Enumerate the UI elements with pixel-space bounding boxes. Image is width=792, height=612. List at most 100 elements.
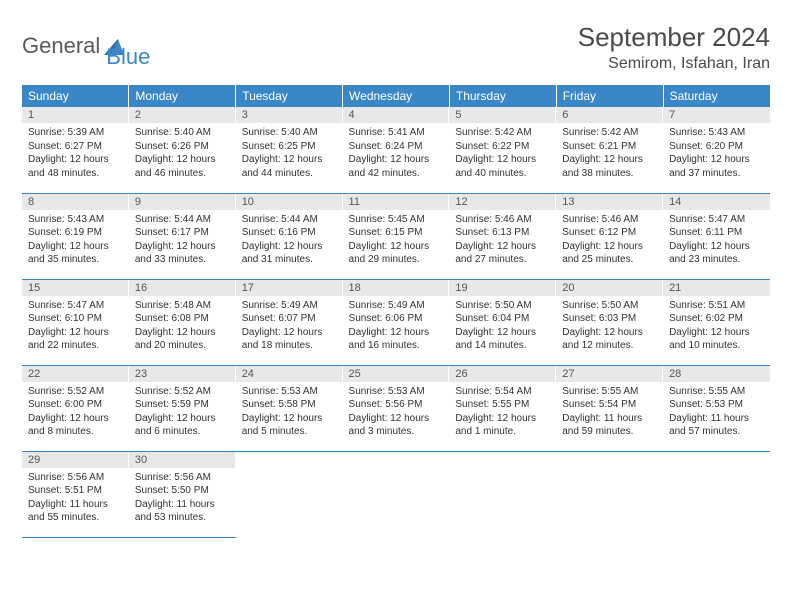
calendar-cell: 10Sunrise: 5:44 AMSunset: 6:16 PMDayligh… [236, 193, 343, 279]
month-title: September 2024 [578, 22, 770, 53]
daylight-text-1: Daylight: 12 hours [669, 153, 764, 167]
sunset-text: Sunset: 5:53 PM [669, 398, 764, 412]
sunrise-text: Sunrise: 5:50 AM [455, 299, 550, 313]
day-number: 24 [236, 366, 343, 382]
sunset-text: Sunset: 6:00 PM [28, 398, 123, 412]
sunrise-text: Sunrise: 5:43 AM [669, 126, 764, 140]
daylight-text-2: and 46 minutes. [135, 167, 230, 181]
calendar-cell: 18Sunrise: 5:49 AMSunset: 6:06 PMDayligh… [343, 279, 450, 365]
daylight-text-2: and 25 minutes. [562, 253, 657, 267]
day-number: 18 [343, 280, 450, 296]
calendar-cell: 9Sunrise: 5:44 AMSunset: 6:17 PMDaylight… [129, 193, 236, 279]
daylight-text-2: and 33 minutes. [135, 253, 230, 267]
sunrise-text: Sunrise: 5:42 AM [562, 126, 657, 140]
sunrise-text: Sunrise: 5:55 AM [669, 385, 764, 399]
daylight-text-1: Daylight: 12 hours [455, 412, 550, 426]
daylight-text-1: Daylight: 11 hours [28, 498, 123, 512]
logo-word2: Blue [106, 44, 150, 70]
sunset-text: Sunset: 6:21 PM [562, 140, 657, 154]
daylight-text-2: and 18 minutes. [242, 339, 337, 353]
day-details: Sunrise: 5:52 AMSunset: 6:00 PMDaylight:… [22, 382, 129, 443]
sunrise-text: Sunrise: 5:51 AM [669, 299, 764, 313]
calendar-cell: 20Sunrise: 5:50 AMSunset: 6:03 PMDayligh… [556, 279, 663, 365]
sunrise-text: Sunrise: 5:54 AM [455, 385, 550, 399]
sunrise-text: Sunrise: 5:52 AM [135, 385, 230, 399]
day-number: 8 [22, 194, 129, 210]
day-details: Sunrise: 5:48 AMSunset: 6:08 PMDaylight:… [129, 296, 236, 357]
sunrise-text: Sunrise: 5:52 AM [28, 385, 123, 399]
daylight-text-1: Daylight: 11 hours [135, 498, 230, 512]
calendar-week: 15Sunrise: 5:47 AMSunset: 6:10 PMDayligh… [22, 279, 770, 365]
daylight-text-1: Daylight: 12 hours [28, 153, 123, 167]
day-number: 29 [22, 452, 129, 468]
day-details: Sunrise: 5:51 AMSunset: 6:02 PMDaylight:… [663, 296, 770, 357]
day-number: 21 [663, 280, 770, 296]
sunrise-text: Sunrise: 5:47 AM [669, 213, 764, 227]
title-block: September 2024 Semirom, Isfahan, Iran [578, 22, 770, 73]
sunset-text: Sunset: 5:56 PM [349, 398, 444, 412]
day-details: Sunrise: 5:53 AMSunset: 5:58 PMDaylight:… [236, 382, 343, 443]
daylight-text-2: and 38 minutes. [562, 167, 657, 181]
calendar-cell: 12Sunrise: 5:46 AMSunset: 6:13 PMDayligh… [449, 193, 556, 279]
sunrise-text: Sunrise: 5:46 AM [455, 213, 550, 227]
daylight-text-1: Daylight: 12 hours [669, 326, 764, 340]
sunset-text: Sunset: 6:19 PM [28, 226, 123, 240]
daylight-text-1: Daylight: 12 hours [455, 326, 550, 340]
calendar-cell: 2Sunrise: 5:40 AMSunset: 6:26 PMDaylight… [129, 107, 236, 193]
daylight-text-1: Daylight: 12 hours [349, 326, 444, 340]
sunset-text: Sunset: 6:06 PM [349, 312, 444, 326]
sunset-text: Sunset: 6:16 PM [242, 226, 337, 240]
daylight-text-2: and 59 minutes. [562, 425, 657, 439]
day-number: 22 [22, 366, 129, 382]
day-details: Sunrise: 5:49 AMSunset: 6:07 PMDaylight:… [236, 296, 343, 357]
day-details: Sunrise: 5:44 AMSunset: 6:16 PMDaylight:… [236, 210, 343, 271]
sunrise-text: Sunrise: 5:49 AM [242, 299, 337, 313]
daylight-text-2: and 3 minutes. [349, 425, 444, 439]
day-number: 12 [449, 194, 556, 210]
sunset-text: Sunset: 6:08 PM [135, 312, 230, 326]
daylight-text-2: and 35 minutes. [28, 253, 123, 267]
day-number: 28 [663, 366, 770, 382]
day-number: 16 [129, 280, 236, 296]
sunset-text: Sunset: 6:27 PM [28, 140, 123, 154]
daylight-text-1: Daylight: 12 hours [455, 240, 550, 254]
daylight-text-1: Daylight: 12 hours [562, 240, 657, 254]
calendar-cell: .. [236, 451, 343, 537]
day-number: 6 [556, 107, 663, 123]
daylight-text-2: and 16 minutes. [349, 339, 444, 353]
calendar-header-row: SundayMondayTuesdayWednesdayThursdayFrid… [22, 85, 770, 107]
sunset-text: Sunset: 5:58 PM [242, 398, 337, 412]
sunset-text: Sunset: 6:07 PM [242, 312, 337, 326]
day-number: 2 [129, 107, 236, 123]
day-number: 19 [449, 280, 556, 296]
day-details: Sunrise: 5:54 AMSunset: 5:55 PMDaylight:… [449, 382, 556, 443]
daylight-text-2: and 20 minutes. [135, 339, 230, 353]
daylight-text-2: and 12 minutes. [562, 339, 657, 353]
day-header: Thursday [449, 85, 556, 107]
day-number: 17 [236, 280, 343, 296]
day-details: Sunrise: 5:46 AMSunset: 6:12 PMDaylight:… [556, 210, 663, 271]
daylight-text-1: Daylight: 11 hours [669, 412, 764, 426]
daylight-text-1: Daylight: 12 hours [242, 240, 337, 254]
calendar-table: SundayMondayTuesdayWednesdayThursdayFrid… [22, 85, 770, 538]
daylight-text-2: and 29 minutes. [349, 253, 444, 267]
daylight-text-2: and 27 minutes. [455, 253, 550, 267]
sunset-text: Sunset: 5:54 PM [562, 398, 657, 412]
daylight-text-1: Daylight: 12 hours [562, 153, 657, 167]
calendar-cell: 5Sunrise: 5:42 AMSunset: 6:22 PMDaylight… [449, 107, 556, 193]
day-header: Monday [129, 85, 236, 107]
calendar-cell: 22Sunrise: 5:52 AMSunset: 6:00 PMDayligh… [22, 365, 129, 451]
daylight-text-2: and 44 minutes. [242, 167, 337, 181]
calendar-cell: .. [343, 451, 450, 537]
sunset-text: Sunset: 6:15 PM [349, 226, 444, 240]
day-header: Tuesday [236, 85, 343, 107]
calendar-cell: .. [449, 451, 556, 537]
daylight-text-2: and 57 minutes. [669, 425, 764, 439]
daylight-text-1: Daylight: 11 hours [562, 412, 657, 426]
day-details: Sunrise: 5:46 AMSunset: 6:13 PMDaylight:… [449, 210, 556, 271]
daylight-text-1: Daylight: 12 hours [242, 153, 337, 167]
sunrise-text: Sunrise: 5:40 AM [242, 126, 337, 140]
daylight-text-2: and 1 minute. [455, 425, 550, 439]
calendar-cell: .. [556, 451, 663, 537]
day-number: 27 [556, 366, 663, 382]
